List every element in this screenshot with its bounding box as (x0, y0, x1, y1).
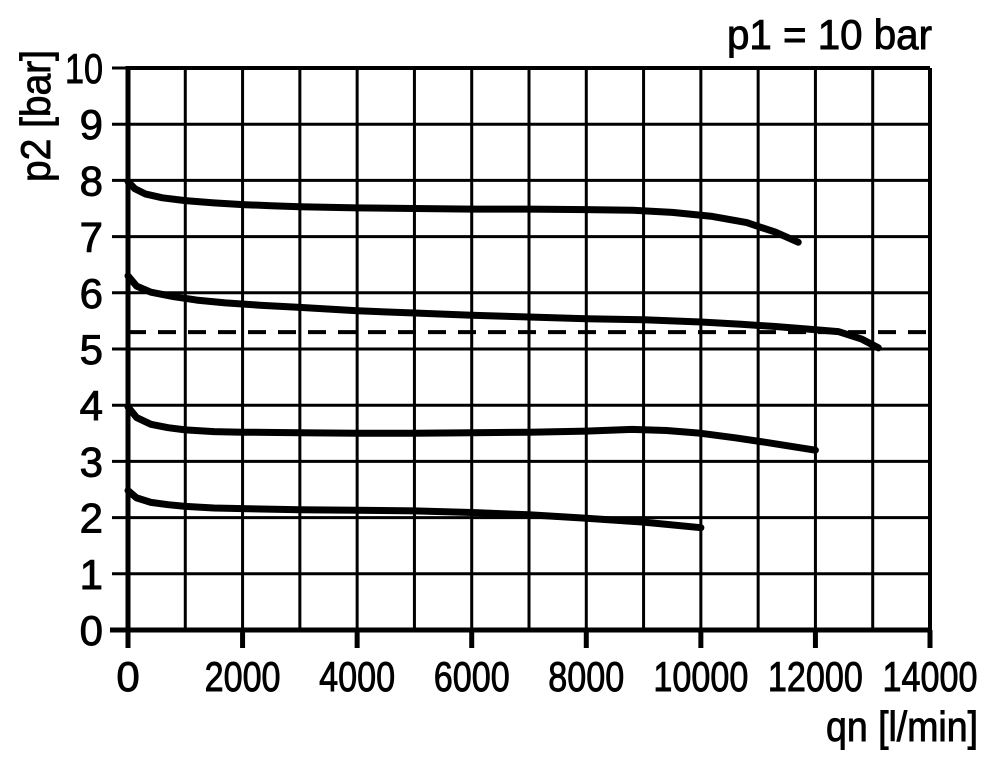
curve-4 (124, 487, 705, 532)
x-tick-label: 12000 (768, 653, 863, 700)
x-tick-labels: 0 2000 4000 6000 8000 10000 12000 14000 (116, 653, 978, 701)
y-tick-label: 2 (80, 495, 103, 542)
y-tick-label: 5 (80, 326, 103, 373)
chart-title: p1 = 10 bar (727, 11, 932, 58)
x-tick-label: 8000 (548, 653, 624, 700)
y-tick-label: 8 (80, 157, 103, 204)
y-tick-label: 1 (80, 551, 103, 598)
x-tick-label: 4000 (319, 653, 395, 700)
y-tick-label: 10 (65, 45, 103, 92)
y-tick-label: 7 (80, 214, 103, 261)
x-tick-label: 14000 (883, 653, 978, 700)
curve-1 (124, 178, 802, 246)
y-tick-label: 0 (80, 607, 103, 654)
grid-lines (112, 66, 932, 632)
curve-2 (124, 272, 882, 352)
curve-3 (124, 403, 819, 454)
x-tick-label: 6000 (434, 653, 510, 700)
y-tick-label: 9 (80, 101, 103, 148)
y-tick-label: 3 (80, 438, 103, 485)
curves (124, 178, 930, 532)
axes-and-ticks (110, 66, 933, 648)
x-axis-label: qn [l/min] (826, 703, 978, 750)
y-axis-label: p2 [bar] (12, 50, 59, 182)
x-tick-label: 0 (116, 653, 139, 700)
y-tick-label: 6 (80, 270, 103, 317)
x-tick-label: 2000 (205, 653, 281, 700)
y-tick-label: 4 (80, 382, 103, 429)
x-tick-label: 10000 (653, 653, 748, 700)
y-tick-labels: 0 1 2 3 4 5 6 7 8 9 10 (65, 45, 104, 655)
